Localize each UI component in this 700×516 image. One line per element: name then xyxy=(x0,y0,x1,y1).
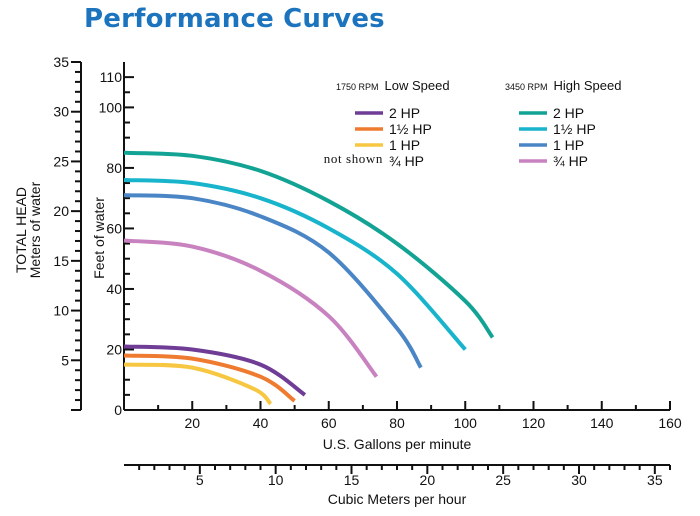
legend-label-high-2hp: 2 HP xyxy=(553,105,584,121)
y-feet-tick-label: 40 xyxy=(106,281,122,297)
y-feet-tick-label: 0 xyxy=(114,402,122,418)
curve-series-2 xyxy=(123,193,423,369)
y-meters-tick-label: 15 xyxy=(53,253,69,269)
y-meters-tick-label: 30 xyxy=(53,104,69,120)
x-gpm-tick-label: 160 xyxy=(658,415,682,431)
legend-low-header: 1750 RPM Low Speed xyxy=(336,78,450,93)
legend-label-low-075hp: ¾ HP xyxy=(389,153,424,169)
x-m3h-tick-label: 30 xyxy=(571,472,587,488)
y-feet-tick-label: 60 xyxy=(106,220,122,236)
legend-high-speed-label: High Speed xyxy=(554,78,622,93)
y-meters-tick-label: 35 xyxy=(53,54,69,70)
legend-high-speed: 3450 RPM High Speed 2 HP 1½ HP 1 HP ¾ HP xyxy=(505,78,621,169)
y-feet-tick-label: 20 xyxy=(106,341,122,357)
legend-label-high-075hp: ¾ HP xyxy=(553,153,588,169)
y-feet-tick-label: 110 xyxy=(100,69,123,85)
y-axis-feet-label: Feet of water xyxy=(91,197,107,279)
curve-series-1 xyxy=(123,178,467,351)
legend-label-high-1hp: 1 HP xyxy=(553,137,584,153)
x-gpm-tick-label: 20 xyxy=(184,415,200,431)
legend-not-shown-note: not shown xyxy=(324,151,383,166)
x-m3h-tick-label: 20 xyxy=(420,472,436,488)
curve-group xyxy=(123,150,495,406)
page-title: Performance Curves xyxy=(84,4,385,34)
legend-high-rpm: 3450 RPM xyxy=(505,82,548,92)
y-axis-meters-label-line2: Meters of water xyxy=(27,181,43,278)
curve-series-5 xyxy=(123,353,296,403)
legend-low-rpm: 1750 RPM xyxy=(336,82,379,92)
y-feet-tick-label: 80 xyxy=(106,160,122,176)
x-m3h-tick-label: 25 xyxy=(495,472,511,488)
x-gpm-tick-label: 60 xyxy=(321,415,337,431)
legend-label-low-1-5hp: 1½ HP xyxy=(389,121,432,137)
x-m3h-tick-label: 35 xyxy=(647,472,663,488)
x-gpm-tick-label: 40 xyxy=(253,415,269,431)
x-gpm-tick-label: 120 xyxy=(522,415,546,431)
legend-high-header: 3450 RPM High Speed xyxy=(505,78,621,93)
x-axis-gpm-label: U.S. Gallons per minute xyxy=(323,436,472,452)
curve-series-3 xyxy=(123,238,379,378)
legend-label-high-1-5hp: 1½ HP xyxy=(553,121,596,137)
legend-low-speed-label: Low Speed xyxy=(385,78,450,93)
y-meters-tick-label: 5 xyxy=(61,352,69,368)
legend-low-speed: 1750 RPM Low Speed 2 HP 1½ HP 1 HP not sh… xyxy=(324,78,450,169)
legend-label-low-2hp: 2 HP xyxy=(389,105,420,121)
x-m3h-tick-label: 15 xyxy=(344,472,360,488)
x-gpm-tick-label: 140 xyxy=(590,415,614,431)
y-feet-tick-label: 100 xyxy=(99,99,123,115)
y-axis-meters-label-line1: TOTAL HEAD xyxy=(13,187,29,273)
curve-series-0 xyxy=(123,150,495,339)
x-m3h-tick-label: 10 xyxy=(268,472,284,488)
y-meters-tick-label: 20 xyxy=(53,203,69,219)
y-meters-tick-label: 25 xyxy=(53,153,69,169)
legend-label-low-1hp: 1 HP xyxy=(389,137,420,153)
x-gpm-tick-label: 80 xyxy=(389,415,405,431)
curve-series-6 xyxy=(123,362,273,406)
curve-series-4 xyxy=(123,344,307,397)
x-gpm-tick-label: 100 xyxy=(454,415,478,431)
y-meters-tick-label: 10 xyxy=(53,303,69,319)
x-axis-cubic-meters-label: Cubic Meters per hour xyxy=(328,491,467,507)
x-m3h-tick-label: 5 xyxy=(196,472,204,488)
